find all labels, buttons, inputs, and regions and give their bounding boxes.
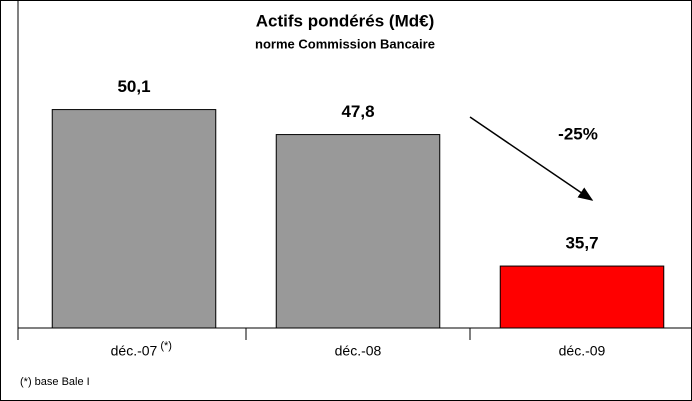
- x-tick-label: déc.-08: [335, 343, 382, 359]
- value-label: 50,1: [117, 77, 150, 96]
- bar: [51, 109, 217, 329]
- chart-subtitle: norme Commission Bancaire: [255, 36, 435, 51]
- bar: [499, 265, 665, 329]
- value-label: 47,8: [341, 102, 374, 121]
- category-marker: (*): [160, 340, 172, 352]
- footnote: (*) base Bale I: [20, 376, 90, 388]
- chart-title: Actifs pondérés (Md€): [256, 11, 435, 30]
- annotation: -25%: [558, 124, 598, 143]
- bar: [275, 134, 441, 329]
- value-label: 35,7: [565, 234, 598, 253]
- x-tick-label: déc.-07: [111, 343, 158, 359]
- trend-arrow: [469, 116, 594, 201]
- x-tick-label: déc.-09: [559, 343, 606, 359]
